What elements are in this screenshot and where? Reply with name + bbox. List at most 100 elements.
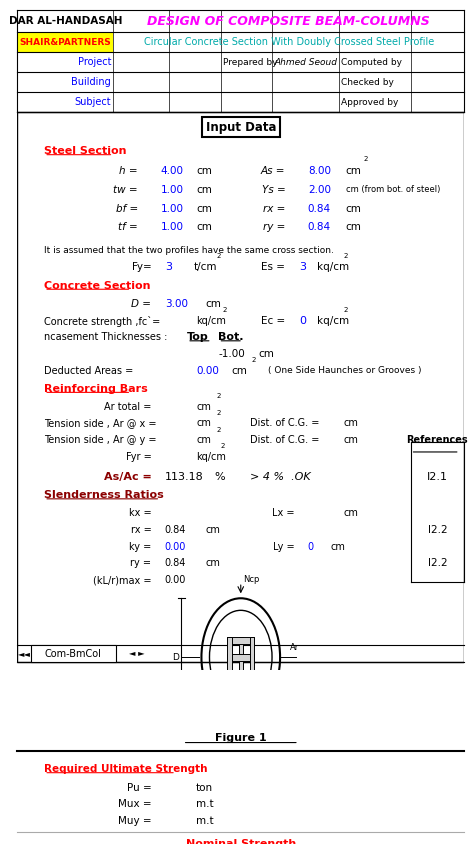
Text: 2: 2 <box>252 357 256 363</box>
Text: Ar: Ar <box>290 642 299 652</box>
Text: Slenderness Ratios: Slenderness Ratios <box>44 490 164 500</box>
Text: Tension side , Ar @ y =: Tension side , Ar @ y = <box>44 436 157 446</box>
Text: It is assumed that the two profiles have the same cross section.: It is assumed that the two profiles have… <box>44 246 334 256</box>
Text: As/Ac =: As/Ac = <box>104 472 151 482</box>
Text: 2: 2 <box>343 307 348 313</box>
Text: Dist. of C.G. =: Dist. of C.G. = <box>250 436 319 446</box>
Text: 1.00: 1.00 <box>160 185 184 195</box>
Text: 113.18: 113.18 <box>165 472 203 482</box>
Text: SHAIR&PARTNERS: SHAIR&PARTNERS <box>19 38 111 46</box>
Text: h =: h = <box>119 166 138 176</box>
Text: cm: cm <box>343 508 359 518</box>
Text: kq/cm: kq/cm <box>196 452 226 462</box>
Text: Ec =: Ec = <box>261 316 285 326</box>
Text: 3: 3 <box>165 262 172 272</box>
Text: 2: 2 <box>216 393 220 399</box>
Text: Steel Section: Steel Section <box>44 146 127 156</box>
Text: cm: cm <box>205 300 221 309</box>
Bar <box>228 671 254 677</box>
Text: ky =: ky = <box>129 542 151 552</box>
Text: rx =: rx = <box>263 203 285 214</box>
Text: 2: 2 <box>216 410 220 416</box>
Text: ncasement Thicknesses :: ncasement Thicknesses : <box>44 332 167 342</box>
Text: bf =: bf = <box>116 203 138 214</box>
Text: Circular Concrete Section With Doubly Crossed Steel Profile: Circular Concrete Section With Doubly Cr… <box>144 37 434 47</box>
Text: Es =: Es = <box>262 262 285 272</box>
Text: 2: 2 <box>223 307 227 313</box>
Text: 8.00: 8.00 <box>308 166 331 176</box>
Text: D: D <box>172 652 179 662</box>
Text: DESIGN OF COMPOSITE BEAM-COLUMNS: DESIGN OF COMPOSITE BEAM-COLUMNS <box>148 14 430 28</box>
Text: As =: As = <box>261 166 285 176</box>
Text: Top: Top <box>187 332 209 342</box>
Text: Ly =: Ly = <box>273 542 294 552</box>
Text: 2: 2 <box>221 443 225 449</box>
Text: Bot.: Bot. <box>219 332 244 342</box>
Text: I2.2: I2.2 <box>428 525 447 535</box>
Text: 2.00: 2.00 <box>308 185 331 195</box>
Text: Ar total =: Ar total = <box>104 402 151 412</box>
Text: Project: Project <box>78 57 111 68</box>
Text: 0.00: 0.00 <box>165 542 186 552</box>
Text: Lx =: Lx = <box>272 508 294 518</box>
Text: Ncp: Ncp <box>243 575 259 583</box>
Text: 0: 0 <box>299 316 306 326</box>
Bar <box>238 637 243 677</box>
Text: Computed by: Computed by <box>342 57 403 67</box>
Text: Checked by: Checked by <box>342 78 394 87</box>
Text: ◄ ►: ◄ ► <box>129 649 145 658</box>
Text: Tension side , Ar @ x =: Tension side , Ar @ x = <box>44 419 157 429</box>
Text: cm: cm <box>196 402 211 412</box>
Text: kq/cm: kq/cm <box>196 316 226 326</box>
Text: 0.00: 0.00 <box>165 575 186 585</box>
Text: 0: 0 <box>308 542 314 552</box>
Text: Pu =: Pu = <box>127 782 151 793</box>
Text: cm: cm <box>196 222 212 232</box>
Text: 3.00: 3.00 <box>165 300 188 309</box>
Text: Nominal Strength: Nominal Strength <box>185 839 296 844</box>
Text: 0.84: 0.84 <box>308 203 331 214</box>
Bar <box>18 112 464 662</box>
Text: Muy =: Muy = <box>118 816 151 826</box>
Text: Ahmed Seoud: Ahmed Seoud <box>274 57 337 67</box>
Text: cm: cm <box>205 559 220 568</box>
Text: cm: cm <box>346 203 362 214</box>
Text: cm: cm <box>196 419 211 429</box>
Bar <box>228 637 254 644</box>
Text: Ys =: Ys = <box>262 185 285 195</box>
Text: cm: cm <box>346 222 362 232</box>
Text: 0.84: 0.84 <box>165 559 186 568</box>
Text: cm: cm <box>196 166 212 176</box>
Text: cm: cm <box>196 436 211 446</box>
Text: ry =: ry = <box>263 222 285 232</box>
Text: 3: 3 <box>299 262 306 272</box>
Text: cm: cm <box>196 185 212 195</box>
Text: Mux =: Mux = <box>118 799 151 809</box>
Text: tw =: tw = <box>114 185 138 195</box>
Text: cm: cm <box>343 419 359 429</box>
Text: m.t: m.t <box>196 816 214 826</box>
Text: 1.00: 1.00 <box>160 203 184 214</box>
Text: 0.84: 0.84 <box>308 222 331 232</box>
Text: kq/cm: kq/cm <box>317 316 349 326</box>
Text: 1.00: 1.00 <box>160 222 184 232</box>
Text: ◄◄: ◄◄ <box>18 649 31 658</box>
Text: Deducted Areas =: Deducted Areas = <box>44 365 133 376</box>
Text: Fyr =: Fyr = <box>126 452 151 462</box>
Text: Subject: Subject <box>75 97 111 107</box>
Bar <box>228 637 232 677</box>
Text: tf =: tf = <box>118 222 138 232</box>
Text: 2: 2 <box>216 426 220 432</box>
Text: (kL/r)max =: (kL/r)max = <box>93 575 151 585</box>
Text: -1.00: -1.00 <box>219 349 245 359</box>
Bar <box>250 637 254 677</box>
Text: Figure 1: Figure 1 <box>215 733 267 743</box>
Text: ( One Side Haunches or Grooves ): ( One Side Haunches or Grooves ) <box>268 365 421 375</box>
Text: kx =: kx = <box>129 508 151 518</box>
Text: Approved by: Approved by <box>342 98 399 107</box>
Text: > 4 %  .OK: > 4 % .OK <box>250 472 310 482</box>
Text: %: % <box>214 472 225 482</box>
Text: Fy=: Fy= <box>131 262 151 272</box>
Text: m.t: m.t <box>196 799 214 809</box>
Text: cm: cm <box>346 166 362 176</box>
